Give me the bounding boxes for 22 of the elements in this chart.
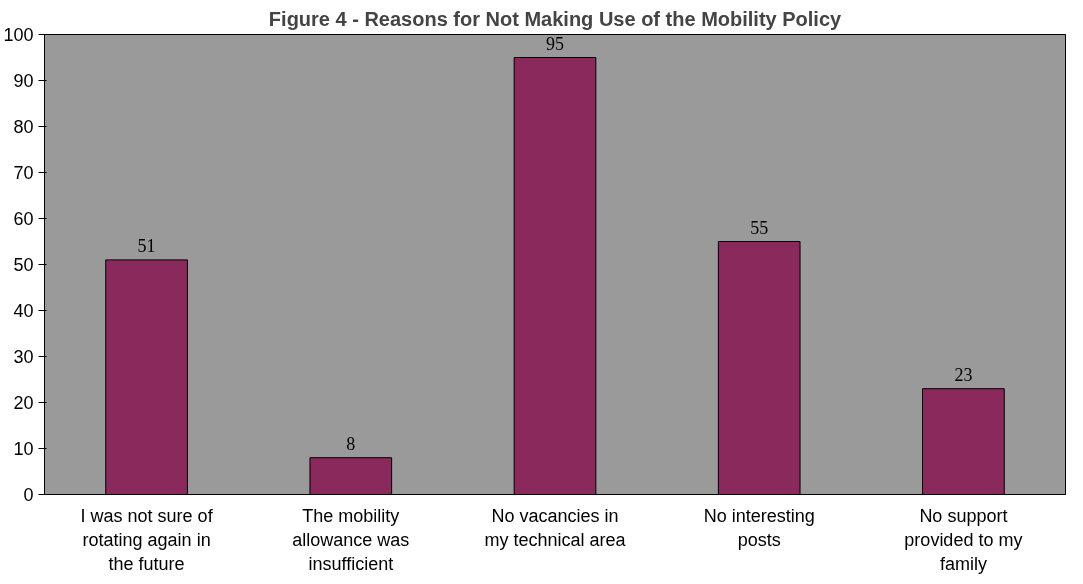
x-tick-label: I was not sure of rotating again in the future xyxy=(80,505,214,574)
x-tick-label: No vacancies in my technical area xyxy=(484,505,627,550)
data-label: 51 xyxy=(137,235,156,256)
y-tick-label: 20 xyxy=(13,393,34,413)
x-tick-label: The mobility allowance was insufficient xyxy=(292,505,410,574)
y-tick-label: 30 xyxy=(13,347,34,367)
y-tick-label: 100 xyxy=(3,25,34,45)
y-tick-label: 10 xyxy=(13,439,34,459)
y-tick-label: 90 xyxy=(13,71,34,91)
y-tick-label: 60 xyxy=(13,209,34,229)
data-label: 55 xyxy=(750,217,769,238)
x-tick-label: No interesting posts xyxy=(703,505,815,550)
data-label: 23 xyxy=(954,364,973,385)
chart-title: Figure 4 - Reasons for Not Making Use of the Mobility Policy xyxy=(268,7,843,30)
y-tick-label: 70 xyxy=(13,163,34,183)
x-tick-label: No support provided to my family xyxy=(904,505,1023,574)
y-tick-label: 80 xyxy=(13,117,34,137)
y-tick-label: 40 xyxy=(13,301,34,321)
y-tick-label: 50 xyxy=(13,255,34,275)
data-label: 95 xyxy=(546,33,564,54)
data-label: 8 xyxy=(346,433,356,454)
y-tick-label: 0 xyxy=(23,485,34,505)
